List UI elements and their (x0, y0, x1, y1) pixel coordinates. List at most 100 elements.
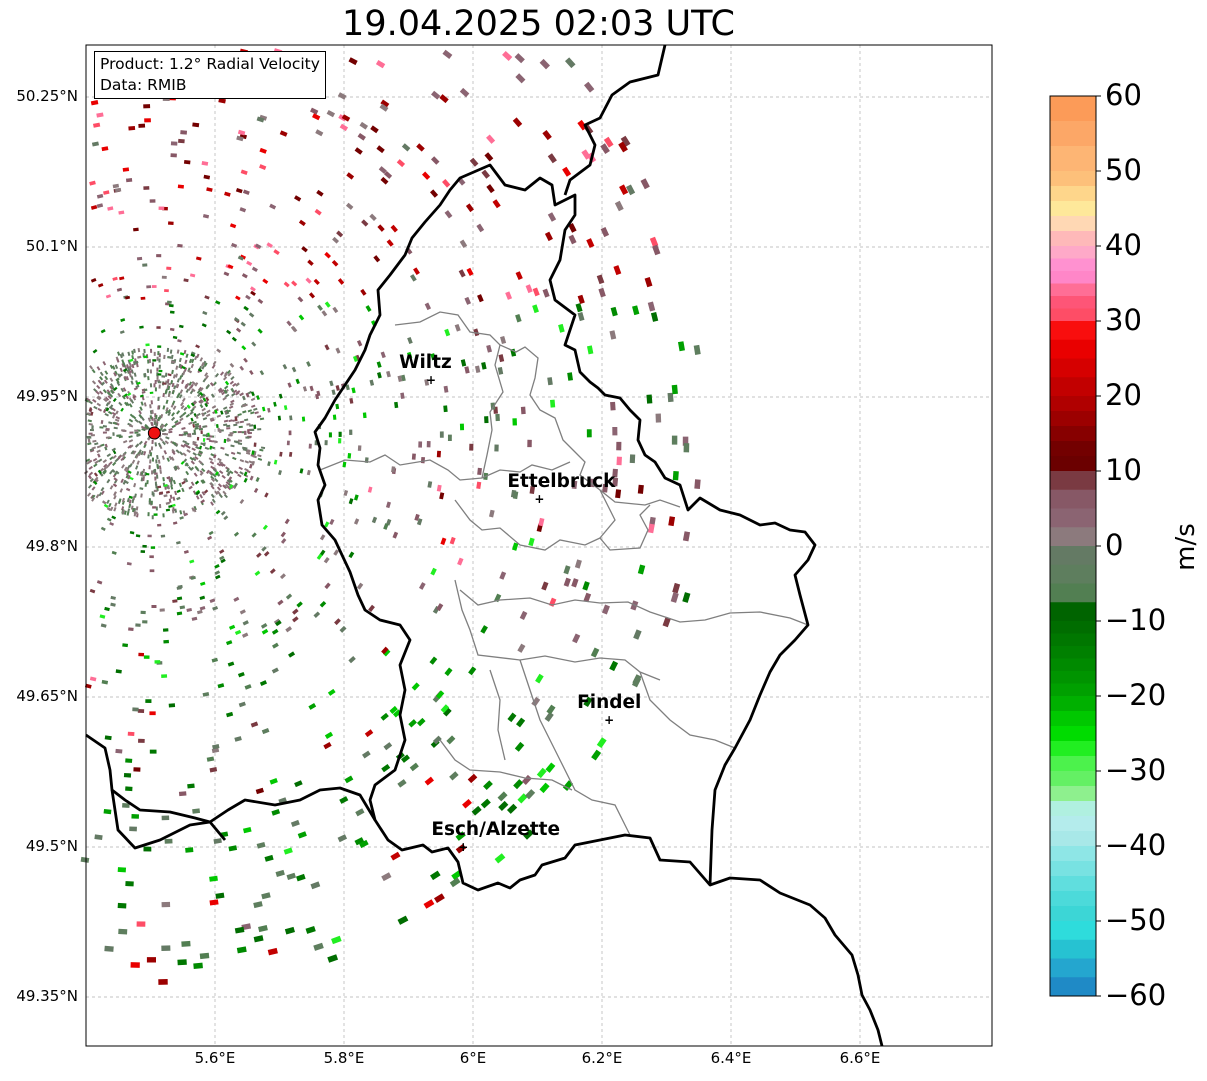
radar-echo-cell (231, 392, 236, 397)
radar-echo-cell (614, 200, 624, 212)
radar-echo-cell (239, 365, 245, 371)
radar-echo-cell (301, 416, 306, 422)
radar-echo-cell (108, 393, 114, 398)
colorbar-tick-label: −50 (1105, 903, 1167, 937)
radar-echo-cell (383, 523, 389, 530)
radar-echo-cell (439, 431, 444, 438)
radar-echo-cell (86, 460, 91, 465)
radar-echo-cell (99, 376, 104, 381)
radar-echo-cell (529, 486, 535, 495)
radar-echo-cell (222, 490, 227, 495)
colorbar-swatch (1050, 426, 1096, 442)
radar-echo-cell (344, 775, 354, 784)
radar-echo-cell (115, 410, 119, 415)
france-border (709, 876, 884, 1047)
radar-echo-cell (171, 448, 176, 454)
radar-echo-cell (167, 392, 171, 398)
radar-echo-cell (466, 267, 474, 277)
radar-echo-cell (201, 161, 209, 166)
radar-echo-cell (269, 778, 278, 785)
colorbar-swatch (1050, 939, 1096, 959)
radar-echo-cell (140, 550, 146, 554)
radar-echo-cell (229, 362, 235, 368)
radar-echo-cell (574, 559, 582, 569)
radar-echo-cell (299, 468, 304, 474)
radar-echo-cell (214, 372, 220, 378)
radar-echo-cell (582, 581, 590, 591)
radar-echo-cell (96, 193, 104, 199)
radar-echo-cell (278, 797, 287, 805)
radar-echo-cell (228, 624, 236, 630)
canton-border (481, 344, 504, 479)
radar-echo-cell (151, 457, 154, 462)
radar-echo-cell (517, 793, 528, 804)
radar-echo-cell (113, 477, 118, 482)
radar-echo-cell (218, 98, 226, 104)
radar-echo-cell (215, 892, 225, 899)
radar-echo-cell (176, 596, 183, 601)
radar-echo-cell (170, 416, 176, 422)
radar-echo-cell (210, 485, 215, 490)
radar-echo-cell (253, 935, 264, 943)
radar-echo-cell (182, 411, 187, 416)
radar-echo-cell (609, 660, 619, 672)
radar-echo-cell (114, 458, 119, 463)
radar-echo-cell (93, 463, 98, 468)
radar-echo-cell (96, 580, 103, 585)
radar-echo-cell (378, 166, 387, 174)
radar-echo-cell (151, 515, 154, 520)
radar-echo-cell (250, 290, 256, 296)
radar-echo-cell (156, 254, 162, 258)
radar-echo-cell (158, 364, 161, 369)
radar-echo-cell (480, 798, 491, 809)
radar-echo-cell (185, 413, 191, 418)
radar-echo-cell (100, 526, 106, 531)
radar-echo-cell (88, 407, 93, 412)
radar-echo-cell (109, 404, 114, 409)
radar-echo-cell (205, 374, 209, 380)
radar-echo-cell (390, 851, 401, 861)
radar-echo-cell (324, 344, 330, 351)
radar-echo-cell (332, 414, 337, 420)
radar-echo-cell (443, 405, 448, 413)
radar-echo-cell (188, 381, 193, 386)
radar-echo-cell (586, 345, 594, 355)
radar-echo-cell (324, 301, 331, 308)
radar-echo-cell (222, 376, 228, 381)
radar-echo-cell (98, 390, 104, 395)
radar-echo-cell (279, 451, 283, 457)
radar-echo-cell (262, 524, 268, 531)
radar-echo-cell (287, 382, 292, 388)
radar-echo-cell (200, 479, 205, 485)
colorbar-tick-label: 0 (1105, 528, 1124, 562)
radar-echo-cell (171, 382, 175, 388)
radar-echo-cell (237, 413, 242, 417)
radar-echo-cell (193, 505, 197, 511)
radar-echo-cell (334, 618, 341, 626)
radar-echo-cell (196, 353, 200, 359)
radar-echo-cell (115, 748, 123, 754)
radar-echo-cell (212, 468, 218, 473)
radar-echo-cell (163, 639, 169, 644)
radar-echo-cell (507, 712, 517, 723)
radar-echo-cell (106, 478, 111, 484)
radar-echo-cell (216, 486, 222, 491)
radar-echo-cell (413, 267, 420, 275)
radar-echo-cell (134, 360, 139, 365)
radar-echo-cell (332, 306, 339, 314)
radar-echo-cell (190, 481, 195, 486)
radar-echo-cell (235, 421, 240, 424)
radar-echo-cell (165, 399, 169, 405)
radar-echo-cell (100, 490, 105, 496)
radar-echo-cell (171, 400, 176, 405)
radar-echo-cell (228, 434, 233, 437)
radar-echo-cell (140, 401, 144, 406)
radar-echo-cell (283, 847, 293, 855)
radar-echo-cell (155, 414, 158, 419)
radar-echo-cell (319, 534, 326, 541)
radar-echo-cell (602, 483, 609, 493)
radar-echo-cell (202, 213, 210, 219)
radar-echo-cell (96, 449, 101, 453)
radar-echo-cell (183, 458, 188, 463)
radar-echo-cell (337, 834, 348, 843)
